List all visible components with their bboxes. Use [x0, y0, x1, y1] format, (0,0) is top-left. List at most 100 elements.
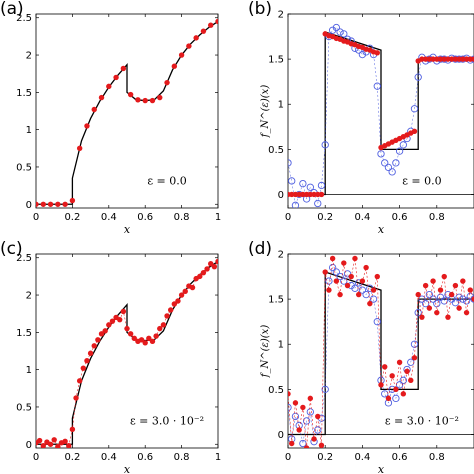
red-dot-point [333, 278, 340, 284]
blue-circle-point [288, 159, 292, 167]
red-dot-point [311, 436, 317, 442]
red-dot-point [91, 106, 97, 113]
axes-frame [287, 253, 474, 449]
red-dot-point [456, 305, 462, 311]
x-tick-label: 0.6 [137, 452, 153, 463]
x-tick-label: 0.6 [137, 212, 153, 223]
red-dot-point [153, 333, 159, 339]
red-dot-point [441, 273, 447, 280]
red-dot-point [348, 273, 354, 280]
blue-circle-point [358, 50, 367, 59]
x-axis-label: x [378, 223, 385, 236]
red-dot-point [393, 386, 399, 393]
panel-label: (d) [248, 239, 272, 259]
red-dot-point [142, 97, 148, 104]
blue-circle-point [336, 272, 344, 281]
blue-circle-point [392, 159, 400, 167]
red-dot-point [91, 343, 97, 349]
plot-area [288, 255, 474, 448]
red-dot-point [315, 191, 321, 198]
y-axis-label: f_N^(ε)(x) [260, 325, 271, 379]
x-tick-label: 1 [215, 212, 221, 223]
red-dot-point [40, 201, 46, 207]
red-dot-point [411, 355, 418, 361]
x-tick-label: 1 [215, 452, 221, 463]
x-tick-label: 0 [33, 212, 39, 223]
x-tick-label: 0.4 [354, 452, 370, 463]
red-dot-point [359, 278, 366, 284]
red-dot-point [419, 314, 425, 320]
red-dot-point [117, 316, 123, 323]
x-tick-label: 0.4 [101, 452, 117, 463]
red-dot-point [149, 97, 156, 104]
x-tick-label: 0.2 [64, 452, 80, 463]
x-tick-label: 0.8 [429, 212, 445, 223]
axes-frame [287, 13, 474, 209]
red-dot-point [208, 22, 214, 28]
red-dot-point [106, 322, 112, 328]
exact-solution-line [36, 20, 218, 205]
red-dot-point [460, 278, 466, 284]
red-dot-point [84, 123, 90, 129]
red-dot-point [463, 309, 470, 316]
epsilon-annotation: ε = 0.0 [402, 175, 441, 188]
red-dot-point [430, 56, 436, 62]
red-dot-point [456, 56, 462, 62]
blue-circle-point [325, 277, 333, 285]
blue-circle-point [425, 290, 434, 299]
red-dot-point [149, 338, 156, 344]
y-tick-label: 1.5 [268, 295, 284, 306]
red-dot-point [426, 56, 433, 62]
blue-circle-point [362, 290, 370, 299]
axes-frame [35, 253, 219, 449]
blue-circle-point [288, 403, 292, 412]
red-dot-point [200, 28, 207, 34]
red-dot-point [178, 292, 185, 298]
red-dot-point [411, 128, 418, 135]
y-tick-label: 1 [278, 100, 284, 111]
red-dot-point [307, 395, 314, 402]
x-tick-label: 0.8 [174, 212, 190, 223]
red-dot-point [441, 56, 447, 62]
y-tick-label: 0.5 [268, 385, 284, 396]
blue-circle-point [410, 340, 419, 348]
red-dot-point [208, 261, 214, 267]
blue-circle-point [395, 381, 404, 389]
red-dot-point [422, 282, 429, 289]
y-tick-label: 1 [26, 365, 32, 376]
red-dot-point [146, 335, 152, 342]
red-dot-point [452, 56, 459, 62]
red-dot-point [329, 255, 336, 262]
red-dot-point [76, 145, 83, 152]
red-dot-point [318, 191, 325, 198]
blue-circle-point [392, 394, 400, 403]
blue-circle-point [399, 376, 407, 384]
red-dot-point [164, 79, 170, 86]
red-dot-point [422, 56, 429, 62]
red-dot-point [318, 442, 325, 448]
red-dot-point [182, 288, 188, 295]
red-dot-point [189, 284, 196, 291]
red-dot-point [430, 278, 436, 284]
blue-circle-point [414, 73, 422, 81]
red-dot-point [178, 52, 185, 58]
red-dot-point [374, 50, 380, 56]
red-dot-point [127, 91, 134, 98]
red-dot-point [445, 314, 451, 320]
blue-circle-point [395, 147, 404, 155]
red-dot-point [138, 337, 145, 343]
red-dot-point [296, 427, 302, 433]
y-tick-label: 2 [278, 10, 284, 21]
red-dot-point [367, 300, 373, 307]
blue-circle-point [381, 159, 389, 167]
blue-circle-point [291, 201, 300, 208]
x-axis-label: x [124, 223, 131, 236]
blue-circle-point [288, 177, 296, 185]
panel-d: 0 0.2 0.4 0.6 0.8 0 0.5 1 1.5 2 x f_N^(ε)(x) ε = 3.0… [248, 239, 474, 474]
panel-label: (c) [0, 239, 23, 259]
red-dot-point [157, 325, 163, 332]
red-dot-point [142, 340, 148, 346]
y-tick-label: 2 [278, 250, 284, 261]
x-axis-label: x [378, 463, 385, 474]
